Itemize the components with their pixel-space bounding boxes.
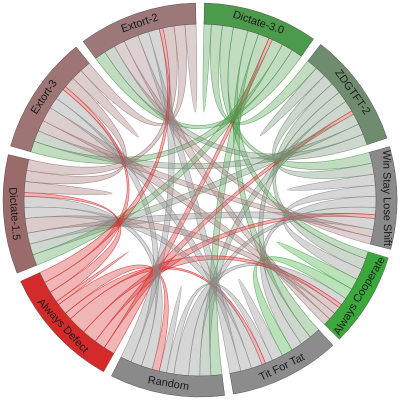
group-arc bbox=[82, 2, 197, 59]
group-arc bbox=[111, 356, 225, 398]
group-arc bbox=[20, 272, 115, 373]
group-arc bbox=[2, 154, 37, 274]
group-arc bbox=[369, 146, 398, 250]
group-arc bbox=[10, 46, 90, 153]
group-label: Win Stay Lose Shift bbox=[380, 150, 393, 246]
group-arc bbox=[203, 2, 314, 57]
group-arc bbox=[307, 43, 388, 145]
group-arc bbox=[229, 329, 334, 395]
ribbon bbox=[202, 23, 212, 113]
ribbons bbox=[23, 23, 377, 377]
group-label: Dictate-1.5 bbox=[6, 187, 22, 241]
group-arc bbox=[324, 251, 389, 340]
